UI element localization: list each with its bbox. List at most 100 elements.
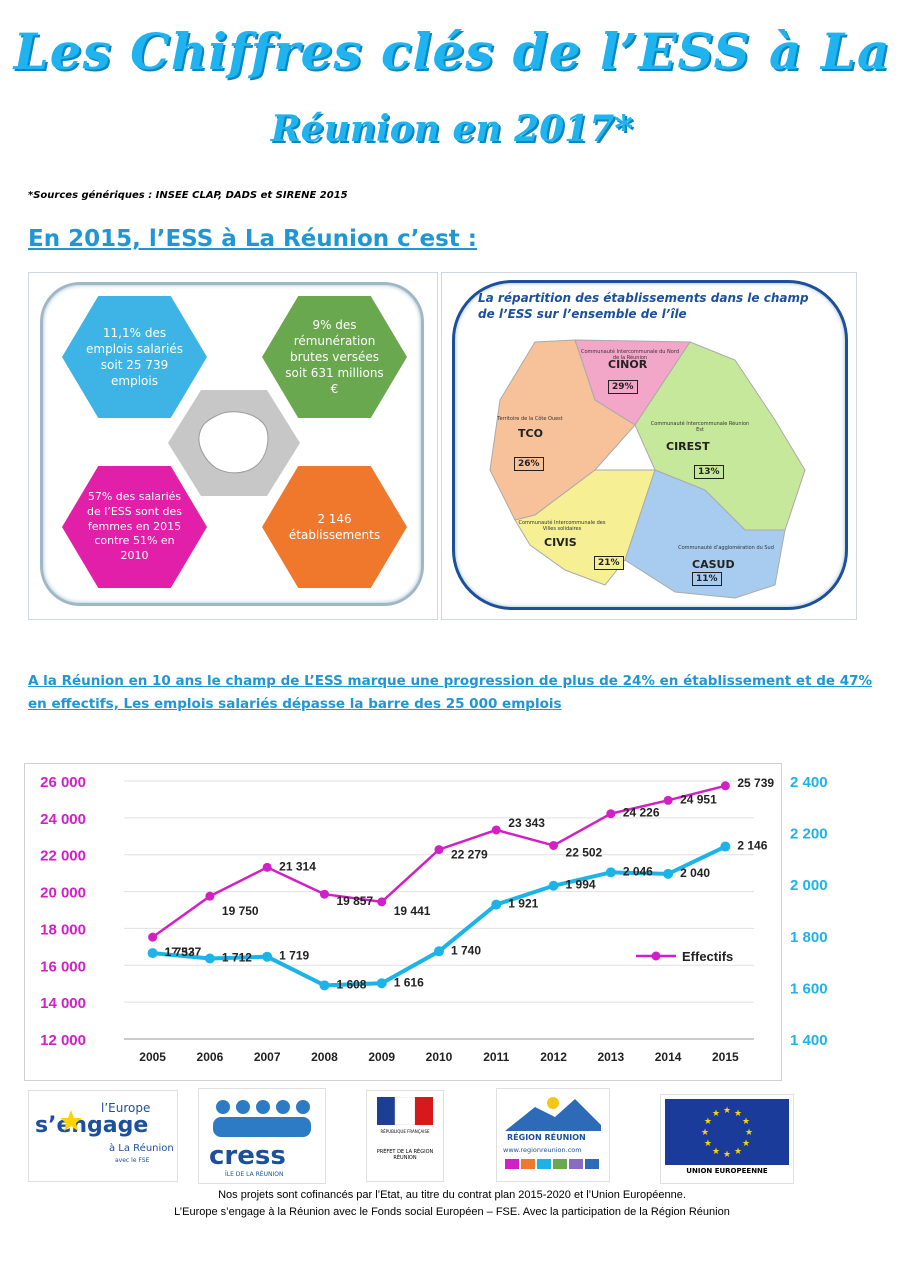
data-label: 21 314 bbox=[279, 859, 316, 873]
republique-text: RÉPUBLIQUE FRANÇAISE bbox=[380, 1129, 430, 1134]
eu-star-icon: ★ bbox=[704, 1117, 712, 1127]
eu-star-icon: ★ bbox=[742, 1117, 750, 1127]
ue-logo-text: UNION EUROPEENNE bbox=[686, 1167, 768, 1175]
zone-cinor-subtitle: Communauté Intercommunale du Nord de la … bbox=[581, 349, 679, 361]
data-label: 2 046 bbox=[623, 864, 653, 878]
data-label: 1 921 bbox=[508, 897, 538, 911]
zone-cinor-pct: 29% bbox=[608, 380, 638, 394]
europe-logo-main: s’engage bbox=[35, 1113, 149, 1138]
eu-star-icon: ★ bbox=[734, 1147, 742, 1157]
data-point bbox=[434, 845, 444, 855]
data-label: 1 994 bbox=[566, 878, 596, 892]
data-label: 19 750 bbox=[222, 904, 259, 918]
progress-statement: A la Réunion en 10 ans le champ de L’ESS… bbox=[28, 673, 873, 712]
left-axis-tick: 26 000 bbox=[40, 774, 86, 791]
eu-star-icon: ★ bbox=[701, 1128, 709, 1138]
europe-engage-logo: l’Europe s’engage à La Réunion avec le F… bbox=[28, 1090, 178, 1182]
eu-star-icon: ★ bbox=[704, 1139, 712, 1149]
data-label: 24 226 bbox=[623, 806, 660, 820]
left-axis-tick: 22 000 bbox=[40, 848, 86, 865]
footer-line-2: L’Europe s’engage à la Réunion avec le F… bbox=[174, 1206, 730, 1218]
data-label: 2 040 bbox=[680, 866, 710, 880]
right-axis-tick: 2 200 bbox=[790, 826, 828, 843]
data-label: 19 441 bbox=[394, 904, 431, 918]
sources-note: *Sources génériques : INSEE CLAP, DADS e… bbox=[28, 190, 348, 201]
zone-cirest-pct: 13% bbox=[694, 465, 724, 479]
data-point bbox=[205, 891, 215, 901]
data-label: 23 343 bbox=[508, 816, 545, 830]
data-point bbox=[147, 948, 158, 959]
data-point bbox=[549, 840, 559, 850]
zone-tco-name: TCO bbox=[518, 427, 543, 440]
x-axis-tick: 2011 bbox=[483, 1050, 509, 1064]
data-label: 19 857 bbox=[336, 894, 373, 908]
data-label: 25 739 bbox=[737, 776, 774, 790]
zone-cirest-subtitle: Communauté Intercommunale Réunion Est bbox=[650, 421, 750, 433]
data-label: 22 502 bbox=[566, 845, 603, 859]
mountain-icon bbox=[505, 1097, 601, 1131]
hex-jobs: 11,1% des emplois salariés soit 25 739 e… bbox=[62, 296, 207, 418]
hex-women: 57% des salariés de l’ESS sont des femme… bbox=[62, 466, 207, 588]
hex-women-text: 57% des salariés de l’ESS sont des femme… bbox=[87, 489, 182, 563]
map-title: La répartition des établissements dans l… bbox=[478, 291, 809, 322]
data-point bbox=[720, 781, 730, 791]
prefet-logo: RÉPUBLIQUE FRANÇAISE PRÉFET DE LA RÉGION… bbox=[366, 1090, 444, 1182]
data-point bbox=[148, 932, 158, 942]
europe-logo-sub: à La Réunion bbox=[109, 1143, 174, 1154]
data-point bbox=[663, 868, 674, 879]
zone-civis-pct: 21% bbox=[594, 556, 624, 570]
footer: Nos projets sont cofinancés par l’Etat, … bbox=[60, 1187, 844, 1221]
key-figures-frame bbox=[40, 282, 424, 606]
eu-star-icon: ★ bbox=[712, 1147, 720, 1157]
footer-line-1: Nos projets sont cofinancés par l’Etat, … bbox=[218, 1189, 686, 1201]
x-axis-tick: 2008 bbox=[311, 1050, 338, 1064]
right-axis-tick: 2 400 bbox=[790, 774, 828, 791]
zone-civis-name: CIVIS bbox=[544, 536, 577, 549]
legend-marker bbox=[651, 951, 661, 961]
region-logo-url: www.regionreunion.com bbox=[503, 1146, 582, 1154]
data-label: 2 146 bbox=[737, 839, 767, 853]
zone-casud-pct: 11% bbox=[692, 572, 722, 586]
eu-star-icon: ★ bbox=[745, 1128, 753, 1138]
data-point bbox=[262, 862, 272, 872]
data-point bbox=[491, 825, 501, 835]
x-axis-tick: 2009 bbox=[368, 1050, 395, 1064]
data-point bbox=[434, 946, 444, 957]
x-axis-tick: 2010 bbox=[426, 1050, 453, 1064]
data-label: 1 616 bbox=[394, 975, 424, 989]
zone-casud-name: CASUD bbox=[692, 558, 735, 571]
prefet-text: PRÉFET DE LA RÉGION RÉUNION bbox=[376, 1149, 434, 1161]
data-label: 1 740 bbox=[451, 943, 481, 957]
data-point bbox=[262, 951, 273, 962]
page-title: Les Chiffres clés de l’ESS à La bbox=[13, 22, 891, 81]
island-shape-icon bbox=[168, 390, 300, 496]
data-label: 24 951 bbox=[680, 792, 717, 806]
eu-star-icon: ★ bbox=[742, 1139, 750, 1149]
map-frame bbox=[452, 280, 848, 610]
right-axis-tick: 1 800 bbox=[790, 929, 828, 946]
hex-establishments-text: 2 146 établissements bbox=[288, 511, 381, 542]
left-axis-tick: 18 000 bbox=[40, 921, 86, 938]
hex-jobs-text: 11,1% des emplois salariés soit 25 739 e… bbox=[86, 325, 183, 389]
region-logo-name: RÉGION RÉUNION bbox=[507, 1133, 586, 1142]
data-point bbox=[605, 867, 616, 878]
data-point bbox=[606, 809, 616, 819]
region-reunion-logo: RÉGION RÉUNION www.regionreunion.com bbox=[496, 1088, 610, 1182]
zone-cinor-name: CINOR bbox=[608, 358, 648, 371]
left-axis-tick: 24 000 bbox=[40, 811, 86, 828]
eu-star-icon: ★ bbox=[734, 1109, 742, 1119]
data-label: 22 279 bbox=[451, 848, 488, 862]
left-axis-tick: 14 000 bbox=[40, 995, 86, 1012]
data-label: 1 712 bbox=[222, 951, 252, 965]
zone-tco-subtitle: Territoire de la Côte Ouest bbox=[497, 416, 563, 422]
cress-logo: cress ÎLE DE LA RÉUNION bbox=[198, 1088, 326, 1184]
cress-logo-text: cress bbox=[209, 1141, 286, 1171]
union-europeenne-logo: ★ ★ ★ ★ ★ ★ ★ ★ ★ ★ ★ ★ UNION EUROPEENNE bbox=[660, 1094, 794, 1184]
eu-star-icon: ★ bbox=[723, 1106, 731, 1116]
legend-label: Effectifs bbox=[682, 949, 733, 964]
evolution-chart: 12 000 14 000 16 000 18 000 20 000 22 000 24 0… bbox=[40, 774, 828, 1064]
europe-logo-fse: avec le FSE bbox=[115, 1157, 150, 1164]
page-subtitle: Réunion en 2017* bbox=[270, 108, 634, 150]
people-icon bbox=[213, 1100, 311, 1137]
right-axis-tick: 2 000 bbox=[790, 877, 828, 894]
